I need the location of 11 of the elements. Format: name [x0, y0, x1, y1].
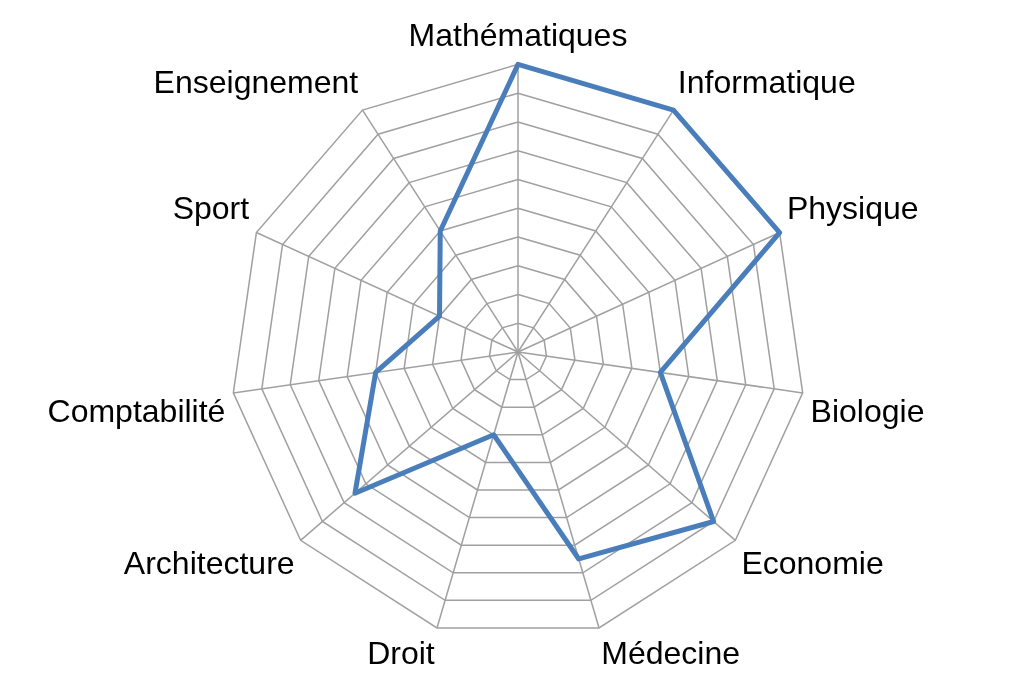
spoke-label: Biologie [810, 393, 925, 430]
spoke-label: Economie [741, 544, 884, 581]
spoke-label: Droit [367, 634, 435, 671]
spoke-label: Informatique [677, 63, 856, 100]
spoke-label: Sport [172, 189, 250, 226]
spoke-label: Architecture [123, 544, 295, 581]
spoke-label: Mathématiques [408, 17, 628, 54]
spoke-label: Médecine [601, 634, 741, 671]
spoke-label: Comptabilité [47, 393, 226, 430]
spoke-label: Physique [786, 189, 919, 226]
spoke-label: Enseignement [153, 63, 359, 100]
